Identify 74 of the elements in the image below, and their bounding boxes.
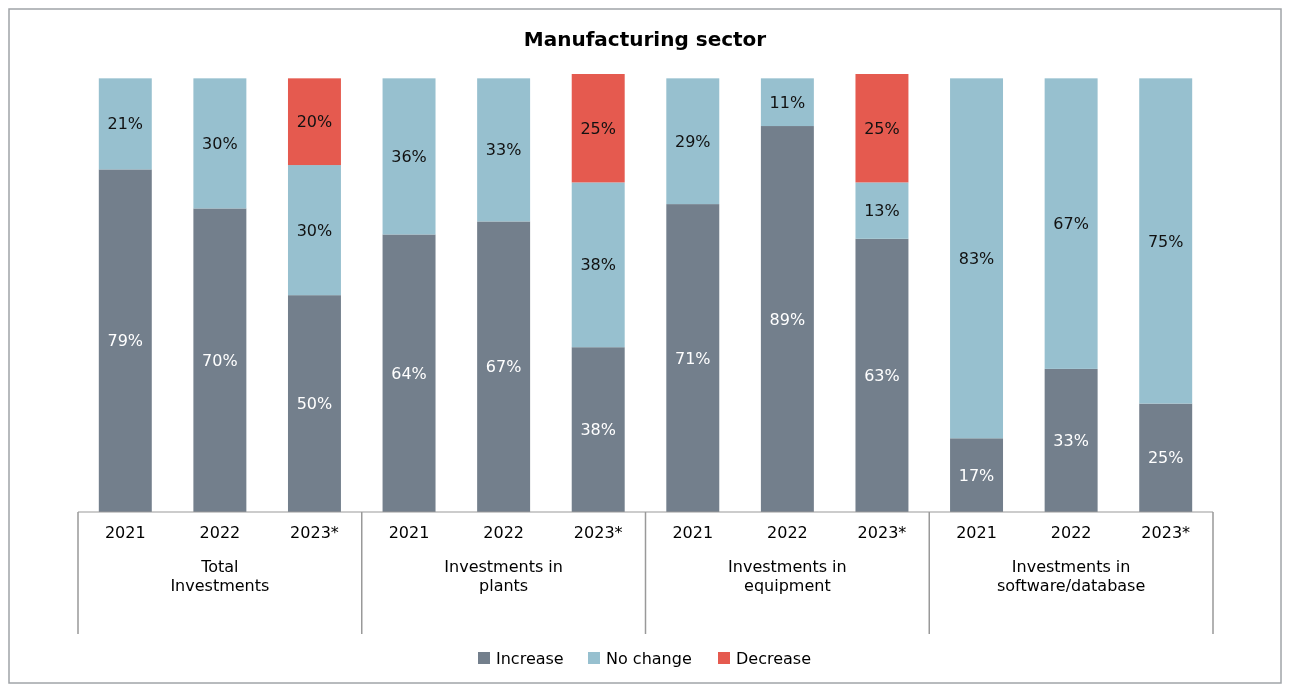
legend-label: Decrease <box>736 648 812 668</box>
x-tick-label: 2023* <box>290 523 339 542</box>
data-label: 50% <box>296 394 333 414</box>
data-label: 33% <box>1053 431 1089 451</box>
bar <box>1044 78 1098 369</box>
bar <box>193 208 247 512</box>
data-label: 11% <box>769 92 806 112</box>
text: Total Investments <box>170 557 270 595</box>
data-label: 25% <box>864 118 900 138</box>
x-tick-label: 2021 <box>956 523 997 542</box>
data-label: 30% <box>202 133 238 153</box>
x-tick-label: 2022 <box>1050 523 1092 542</box>
bar <box>477 221 531 512</box>
bar <box>760 126 814 512</box>
data-label: 21% <box>107 114 144 134</box>
bar <box>98 78 152 170</box>
bar <box>666 78 720 205</box>
data-label: 63% <box>864 366 900 385</box>
data-label: 71% <box>675 348 711 368</box>
bar <box>287 295 341 512</box>
data-label: 13% <box>864 201 900 221</box>
bar <box>382 78 436 235</box>
data-label: 75% <box>1147 231 1184 251</box>
bar <box>1139 403 1193 512</box>
x-tick-label: 2021 <box>388 523 430 542</box>
data-label: 29% <box>675 131 711 151</box>
bar <box>760 78 814 127</box>
bar <box>98 169 152 512</box>
data-label: 64% <box>391 363 427 383</box>
text: Investments in equipment <box>728 557 847 595</box>
data-label: 67% <box>1053 214 1089 234</box>
chart-title: Manufacturing sector <box>523 27 767 51</box>
bar <box>1044 368 1098 512</box>
bar <box>855 182 909 239</box>
bar <box>855 74 909 183</box>
x-tick-label: 2021 <box>672 523 714 542</box>
data-label: 83% <box>958 248 995 268</box>
bar <box>382 234 436 512</box>
text: Investments in software/database <box>996 557 1146 595</box>
data-label: 89% <box>769 309 806 329</box>
x-tick-label: 2021 <box>104 523 146 542</box>
x-tick-label: 2022 <box>767 523 808 542</box>
data-label: 17% <box>958 465 995 485</box>
legend-label: Increase <box>496 648 564 668</box>
bar <box>855 238 909 512</box>
text: Investments in plants <box>444 557 563 595</box>
data-label: 25% <box>1147 448 1184 468</box>
bar <box>571 74 625 183</box>
bar <box>287 78 341 166</box>
data-label: 33% <box>485 140 522 160</box>
data-label: 38% <box>580 255 616 275</box>
data-label: 70% <box>202 350 238 370</box>
x-tick-label: 2022 <box>199 523 241 542</box>
bar <box>950 438 1004 512</box>
bar <box>287 165 341 296</box>
bar <box>1139 78 1193 404</box>
x-tick-label: 2022 <box>483 523 524 542</box>
data-label: 20% <box>296 112 333 132</box>
x-tick-label: 2023* <box>573 523 623 542</box>
x-tick-label: 2023* <box>1141 523 1191 542</box>
legend-label: No change <box>606 648 692 668</box>
x-tick-label: 2023* <box>857 523 907 542</box>
data-label: 30% <box>296 220 333 240</box>
data-label: 36% <box>391 147 427 166</box>
data-label: 67% <box>485 357 522 377</box>
bar <box>571 347 625 512</box>
data-label: 25% <box>580 118 616 138</box>
bar <box>666 204 720 512</box>
bar <box>477 78 531 222</box>
bar <box>571 182 625 348</box>
data-label: 79% <box>107 331 144 351</box>
bar <box>193 78 247 209</box>
data-label: 38% <box>580 420 616 440</box>
bar <box>950 78 1004 439</box>
